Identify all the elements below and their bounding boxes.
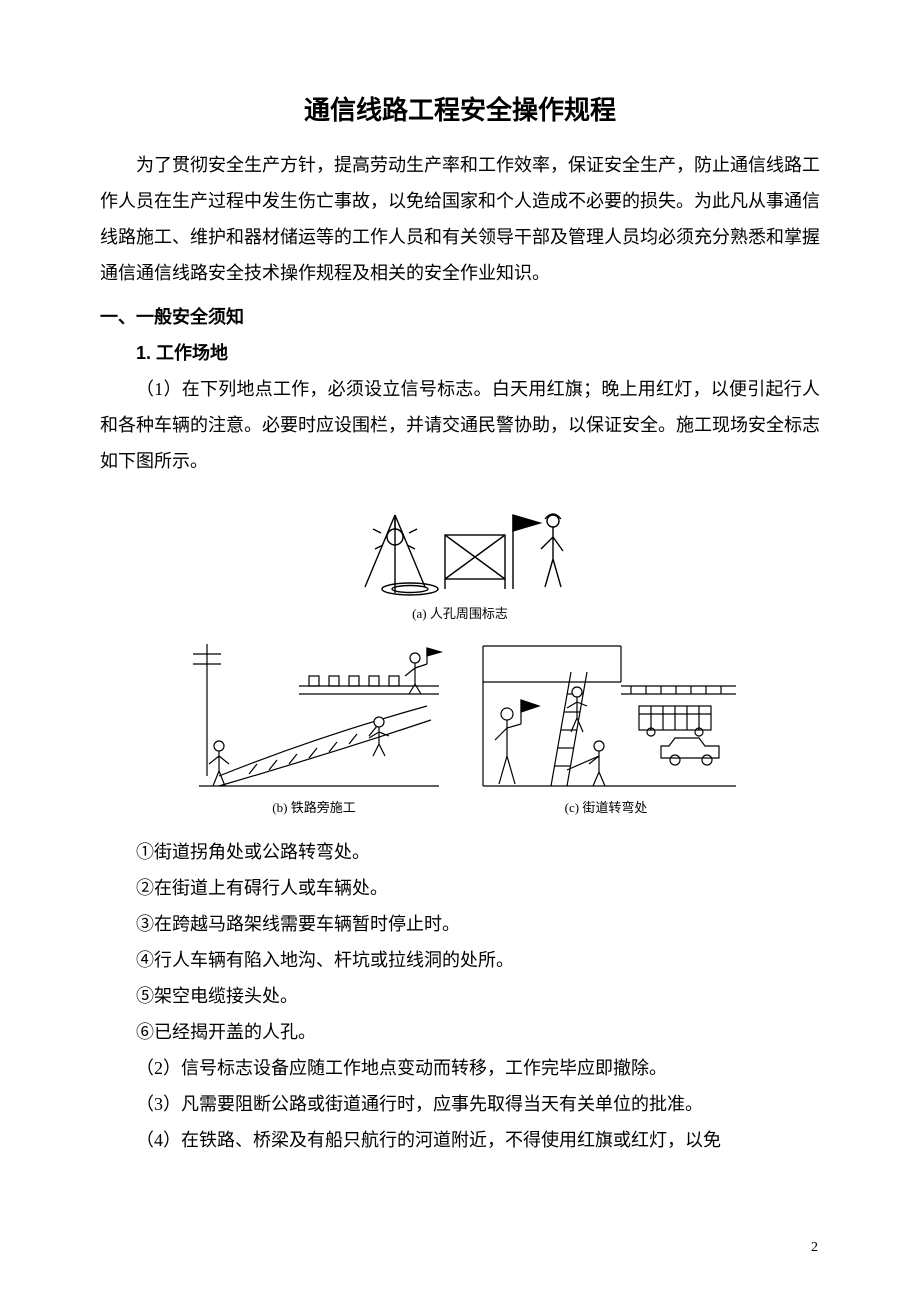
figure-b-illustration [179,636,449,791]
para-2: （2）信号标志设备应随工作地点变动而转移，工作完毕应即撤除。 [100,1050,820,1086]
figure-a-caption: (a) 人孔周围标志 [100,603,820,622]
page-number: 2 [811,1240,818,1256]
page-title: 通信线路工程安全操作规程 [100,90,820,127]
para-1: （1）在下列地点工作，必须设立信号标志。白天用红旗；晚上用红灯，以便引起行人和各… [100,371,820,479]
list-item-2: ②在街道上有碍行人或车辆处。 [100,870,820,906]
figure-c-illustration [471,636,741,791]
list-item-5: ⑤架空电缆接头处。 [100,978,820,1014]
figure-b-caption: (b) 铁路旁施工 [272,797,355,816]
list-item-1: ①街道拐角处或公路转弯处。 [100,834,820,870]
list-item-4: ④行人车辆有陷入地沟、杆坑或拉线洞的处所。 [100,942,820,978]
subsection-1-1-heading: 1. 工作场地 [100,335,820,371]
list-item-6: ⑥已经揭开盖的人孔。 [100,1014,820,1050]
para-4: （4）在铁路、桥梁及有船只航行的河道附近，不得使用红旗或红灯，以免 [100,1122,820,1158]
figure-a-illustration [345,497,575,597]
intro-paragraph: 为了贯彻安全生产方针，提高劳动生产率和工作效率，保证安全生产，防止通信线路工作人… [100,147,820,291]
figure-c-caption: (c) 街道转弯处 [565,797,648,816]
figure-block: (a) 人孔周围标志 [100,497,820,816]
para-3: （3）凡需要阻断公路或街道通行时，应事先取得当天有关单位的批准。 [100,1086,820,1122]
section-1-heading: 一、一般安全须知 [100,299,820,335]
list-item-3: ③在跨越马路架线需要车辆暂时停止时。 [100,906,820,942]
